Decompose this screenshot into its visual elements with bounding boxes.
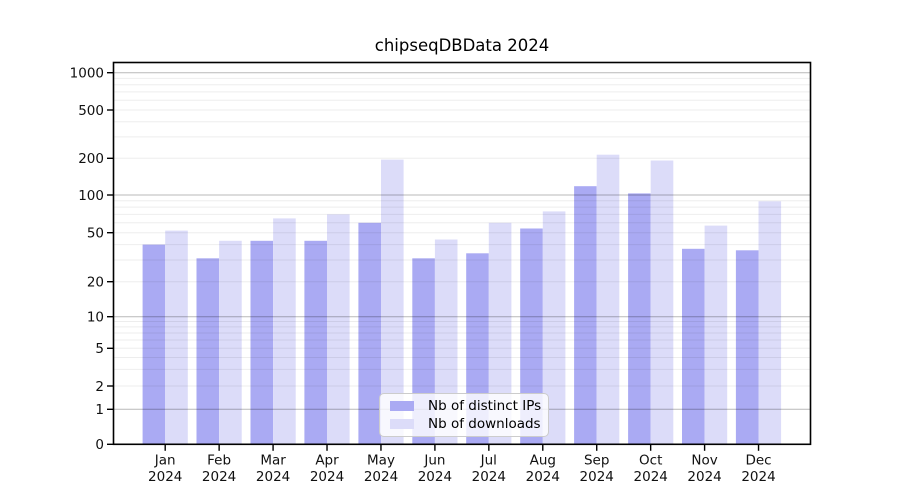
- y-tick-label: 100: [78, 188, 104, 204]
- bar-downloads-apr: [327, 214, 350, 445]
- bar-downloads-dec: [758, 201, 782, 445]
- x-axis: Jan 2024 Feb 2024 Mar 2024 Apr 2024 May 2024 Jun 20…: [148, 444, 776, 485]
- y-tick-label: 20: [87, 275, 104, 291]
- bar-ips-sep: [574, 186, 597, 445]
- y-tick-label: 0: [95, 437, 104, 453]
- bar-ips-apr: [304, 240, 327, 445]
- bar-downloads-may: [381, 159, 404, 445]
- y-tick-label: 500: [78, 103, 104, 119]
- bars: [142, 154, 782, 445]
- bar-ips-may: [358, 222, 381, 445]
- plot-border: [112, 61, 812, 446]
- bar-downloads-jul: [488, 222, 512, 445]
- gridlines: [113, 72, 811, 410]
- bar-ips-mar: [250, 240, 274, 445]
- x-tick-label: Jan 2024: [148, 453, 182, 486]
- x-tick-label: Feb 2024: [202, 453, 236, 486]
- x-tick-label: Mar 2024: [256, 453, 290, 486]
- x-tick-label: Jul 2024: [472, 453, 506, 486]
- x-tick-label: Apr 2024: [310, 453, 344, 486]
- bar-downloads-sep: [596, 154, 620, 445]
- bar-ips-dec: [735, 250, 759, 445]
- legend-item-ips: Nb of distinct IPs: [386, 398, 542, 414]
- y-tick-label: 5: [95, 341, 104, 357]
- x-tick-label: Jun 2024: [418, 453, 452, 486]
- y-tick-label: 10: [87, 310, 104, 326]
- bar-downloads-feb: [219, 240, 242, 445]
- legend-swatch-downloads-icon: [390, 419, 414, 429]
- legend-swatch-ips-icon: [390, 401, 414, 411]
- bar-downloads-nov: [704, 225, 728, 445]
- y-tick-label: 2: [95, 379, 104, 395]
- y-tick-label: 50: [87, 226, 104, 242]
- legend: Nb of distinct IPs Nb of downloads: [379, 393, 549, 437]
- y-tick-label: 1000: [70, 66, 104, 82]
- legend-label-downloads: Nb of downloads: [428, 416, 541, 432]
- bar-downloads-mar: [273, 218, 296, 445]
- y-tick-label: 200: [78, 151, 104, 167]
- bar-downloads-oct: [650, 160, 674, 445]
- legend-item-downloads: Nb of downloads: [386, 416, 542, 432]
- x-tick-label: May 2024: [364, 453, 398, 486]
- y-tick-label: 1: [95, 402, 104, 418]
- bar-downloads-aug: [542, 211, 566, 445]
- chart-title: chipseqDBData 2024: [374, 36, 550, 55]
- x-tick-label: Sep 2024: [580, 453, 614, 486]
- bar-downloads-jan: [165, 230, 188, 445]
- x-tick-label: Aug 2024: [526, 453, 560, 486]
- bar-ips-feb: [196, 258, 220, 445]
- bar-ips-nov: [682, 248, 705, 445]
- legend-label-ips: Nb of distinct IPs: [428, 398, 542, 414]
- bar-ips-jan: [142, 244, 166, 445]
- bar-ips-oct: [628, 193, 651, 445]
- x-tick-label: Dec 2024: [741, 453, 775, 486]
- x-tick-label: Nov 2024: [687, 453, 721, 486]
- bar-ips-aug: [520, 228, 543, 445]
- y-axis: 0 1 2 5 10 20 50 100 200 500 1000: [70, 66, 114, 453]
- x-tick-label: Oct 2024: [634, 453, 668, 486]
